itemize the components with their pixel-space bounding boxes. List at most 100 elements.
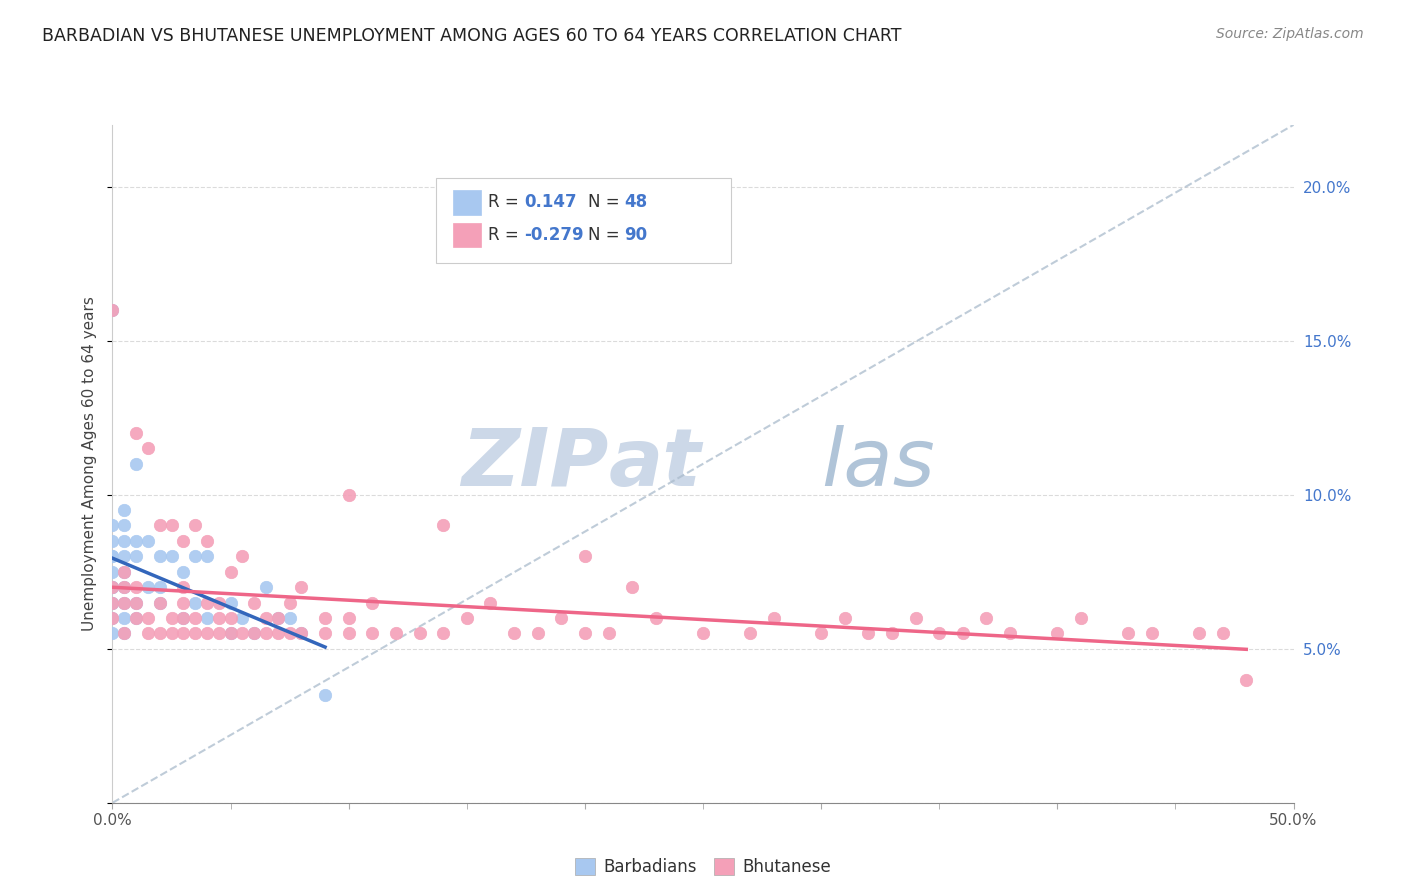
Point [267, 626, 290, 640]
Point [598, 626, 620, 640]
Point [243, 626, 266, 640]
Point [208, 626, 231, 640]
Text: at: at [609, 425, 702, 503]
Point [267, 611, 290, 625]
Point [172, 626, 194, 640]
Text: BARBADIAN VS BHUTANESE UNEMPLOYMENT AMONG AGES 60 TO 64 YEARS CORRELATION CHART: BARBADIAN VS BHUTANESE UNEMPLOYMENT AMON… [42, 27, 901, 45]
Point [834, 611, 856, 625]
Point [479, 595, 502, 609]
Point [278, 595, 301, 609]
Point [432, 626, 454, 640]
Point [385, 626, 408, 640]
Point [101, 302, 124, 317]
Point [136, 580, 159, 594]
Point [112, 503, 135, 517]
Point [208, 595, 231, 609]
Point [621, 580, 644, 594]
Point [112, 611, 135, 625]
Text: 48: 48 [624, 194, 647, 211]
Point [254, 580, 277, 594]
Point [125, 611, 148, 625]
Point [112, 595, 135, 609]
Point [337, 626, 360, 640]
Point [1234, 673, 1257, 687]
Point [314, 688, 336, 702]
Text: 0.147: 0.147 [524, 194, 576, 211]
Point [136, 533, 159, 548]
Point [526, 626, 548, 640]
Point [101, 580, 124, 594]
Point [337, 488, 360, 502]
Text: R =: R = [488, 226, 524, 244]
Point [101, 611, 124, 625]
Point [160, 611, 183, 625]
Point [125, 549, 148, 564]
Point [136, 442, 159, 456]
Point [172, 611, 194, 625]
Point [125, 611, 148, 625]
Point [361, 626, 384, 640]
Point [101, 533, 124, 548]
Point [1070, 611, 1092, 625]
Point [858, 626, 880, 640]
Point [503, 626, 526, 640]
Point [112, 580, 135, 594]
Point [172, 533, 194, 548]
Point [740, 626, 762, 640]
Point [112, 518, 135, 533]
Point [112, 533, 135, 548]
Point [195, 549, 218, 564]
Point [125, 595, 148, 609]
Point [278, 626, 301, 640]
Point [231, 549, 253, 564]
Point [101, 595, 124, 609]
Point [149, 518, 172, 533]
Point [1116, 626, 1139, 640]
Point [976, 611, 998, 625]
Point [219, 565, 242, 579]
Point [692, 626, 714, 640]
Point [644, 611, 666, 625]
Point [172, 565, 194, 579]
Point [160, 549, 183, 564]
Point [149, 595, 172, 609]
Text: ZIP: ZIP [461, 425, 609, 503]
Point [432, 518, 454, 533]
Point [952, 626, 974, 640]
Text: Source: ZipAtlas.com: Source: ZipAtlas.com [1216, 27, 1364, 41]
Point [136, 626, 159, 640]
Point [184, 549, 207, 564]
Point [172, 595, 194, 609]
Text: R =: R = [488, 194, 524, 211]
Point [149, 549, 172, 564]
Point [195, 595, 218, 609]
Point [172, 580, 194, 594]
Point [101, 549, 124, 564]
Point [290, 580, 312, 594]
Point [998, 626, 1021, 640]
Text: N =: N = [588, 226, 624, 244]
Point [231, 626, 253, 640]
Point [1188, 626, 1211, 640]
Point [408, 626, 430, 640]
Point [254, 626, 277, 640]
Text: las: las [821, 425, 935, 503]
Point [219, 626, 242, 640]
Point [243, 626, 266, 640]
Point [184, 611, 207, 625]
Point [101, 595, 124, 609]
Point [184, 626, 207, 640]
Point [231, 611, 253, 625]
Point [101, 626, 124, 640]
Point [1140, 626, 1163, 640]
Point [314, 626, 336, 640]
Point [149, 626, 172, 640]
Point [112, 595, 135, 609]
Point [112, 565, 135, 579]
Point [101, 580, 124, 594]
Point [112, 580, 135, 594]
Point [136, 611, 159, 625]
Point [112, 549, 135, 564]
Point [880, 626, 903, 640]
Point [928, 626, 950, 640]
